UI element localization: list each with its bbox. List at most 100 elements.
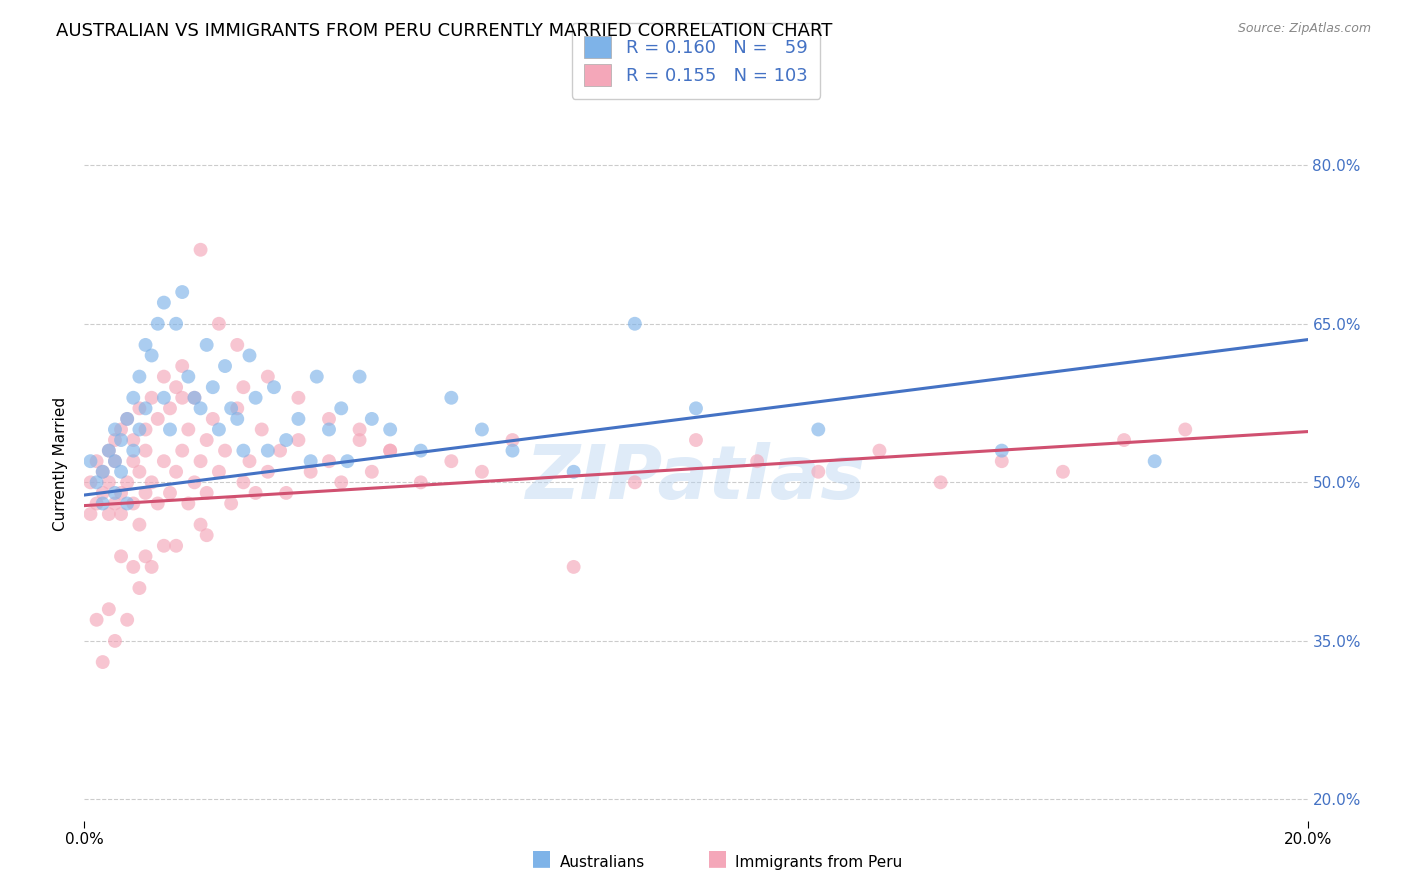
- Point: [91, 486, 114, 500]
- Point: [238, 349, 260, 363]
- Point: [104, 496, 127, 510]
- Point: [97, 443, 120, 458]
- Point: [624, 317, 647, 331]
- Point: [86, 613, 108, 627]
- Point: [122, 560, 145, 574]
- Point: [214, 359, 236, 373]
- Point: [409, 475, 432, 490]
- Point: [183, 391, 205, 405]
- Text: ■: ■: [531, 848, 551, 868]
- Point: [232, 380, 254, 394]
- Point: [104, 486, 127, 500]
- Point: [141, 349, 163, 363]
- Point: [257, 465, 280, 479]
- Point: [110, 433, 132, 447]
- Point: [79, 475, 101, 490]
- Point: [257, 443, 280, 458]
- Point: [79, 454, 101, 468]
- Point: [287, 412, 309, 426]
- Point: [318, 412, 340, 426]
- Point: [250, 422, 273, 436]
- Point: [562, 560, 585, 574]
- Point: [115, 412, 138, 426]
- Point: [165, 380, 187, 394]
- Point: [172, 359, 194, 373]
- Point: [263, 380, 285, 394]
- Point: [128, 581, 150, 595]
- Point: [110, 549, 132, 564]
- Point: [232, 443, 254, 458]
- Point: [807, 422, 830, 436]
- Point: [183, 475, 205, 490]
- Y-axis label: Currently Married: Currently Married: [53, 397, 69, 531]
- Point: [97, 507, 120, 521]
- Point: [219, 401, 242, 416]
- Point: [110, 507, 132, 521]
- Point: [91, 496, 114, 510]
- Point: [330, 475, 353, 490]
- Point: [122, 496, 145, 510]
- Text: ZIPatlas: ZIPatlas: [526, 442, 866, 515]
- Point: [869, 443, 891, 458]
- Point: [159, 401, 181, 416]
- Point: [153, 391, 176, 405]
- Point: [97, 475, 120, 490]
- Point: [201, 412, 224, 426]
- Point: [165, 465, 187, 479]
- Point: [336, 454, 359, 468]
- Point: [122, 433, 145, 447]
- Point: [195, 528, 218, 542]
- Point: [190, 454, 212, 468]
- Point: [226, 401, 249, 416]
- Point: [360, 412, 382, 426]
- Point: [807, 465, 830, 479]
- Point: [128, 422, 150, 436]
- Point: [177, 496, 200, 510]
- Point: [115, 496, 138, 510]
- Point: [135, 549, 157, 564]
- Point: [269, 443, 291, 458]
- Point: [146, 496, 169, 510]
- Point: [91, 465, 114, 479]
- Point: [153, 295, 176, 310]
- Point: [349, 422, 371, 436]
- Point: [299, 465, 322, 479]
- Point: [135, 443, 157, 458]
- Point: [86, 454, 108, 468]
- Point: [440, 454, 463, 468]
- Point: [165, 317, 187, 331]
- Text: AUSTRALIAN VS IMMIGRANTS FROM PERU CURRENTLY MARRIED CORRELATION CHART: AUSTRALIAN VS IMMIGRANTS FROM PERU CURRE…: [56, 22, 832, 40]
- Point: [685, 433, 707, 447]
- Point: [208, 317, 231, 331]
- Point: [276, 433, 298, 447]
- Point: [195, 486, 218, 500]
- Point: [172, 285, 194, 299]
- Point: [238, 454, 260, 468]
- Point: [110, 422, 132, 436]
- Point: [135, 422, 157, 436]
- Point: [104, 634, 127, 648]
- Point: [208, 422, 231, 436]
- Point: [360, 465, 382, 479]
- Point: [183, 391, 205, 405]
- Point: [1114, 433, 1136, 447]
- Point: [135, 338, 157, 352]
- Point: [97, 443, 120, 458]
- Point: [287, 433, 309, 447]
- Point: [214, 443, 236, 458]
- Point: [318, 422, 340, 436]
- Point: [991, 454, 1014, 468]
- Point: [91, 655, 114, 669]
- Point: [159, 422, 181, 436]
- Point: [287, 391, 309, 405]
- Point: [502, 433, 524, 447]
- Point: [276, 486, 298, 500]
- Point: [685, 401, 707, 416]
- Point: [226, 412, 249, 426]
- Point: [1143, 454, 1166, 468]
- Point: [219, 496, 242, 510]
- Point: [208, 465, 231, 479]
- Point: [122, 454, 145, 468]
- Point: [380, 443, 402, 458]
- Point: [471, 465, 494, 479]
